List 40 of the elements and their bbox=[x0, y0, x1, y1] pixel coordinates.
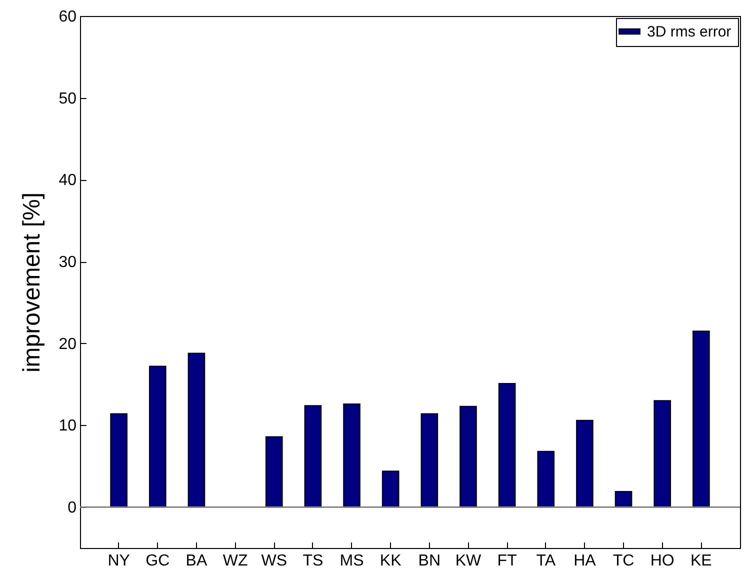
x-tick-label: NY bbox=[108, 552, 130, 570]
bar bbox=[460, 406, 477, 508]
bar bbox=[576, 420, 594, 508]
x-tick-label: HO bbox=[650, 552, 674, 570]
x-tick-label: MS bbox=[340, 552, 364, 570]
bar bbox=[110, 413, 128, 508]
bar bbox=[498, 382, 516, 508]
bar bbox=[148, 366, 166, 508]
x-tick-label: BA bbox=[186, 552, 208, 570]
x-tick-label: KE bbox=[690, 552, 712, 570]
bar bbox=[188, 352, 206, 508]
bar bbox=[304, 405, 322, 508]
legend-label: 3D rms error bbox=[647, 24, 732, 40]
bar bbox=[537, 450, 555, 508]
x-tick-label: HA bbox=[574, 552, 596, 570]
x-tick-label: GC bbox=[146, 552, 170, 570]
x-tick-label: TA bbox=[536, 552, 556, 570]
bar bbox=[654, 400, 672, 508]
x-tick-label: KW bbox=[455, 552, 482, 570]
bar bbox=[692, 330, 710, 508]
x-tick-label: FT bbox=[497, 552, 518, 570]
bar bbox=[265, 436, 283, 508]
bar bbox=[382, 470, 400, 508]
x-tick-label: KK bbox=[380, 552, 402, 570]
y-tick-label: 10 bbox=[58, 418, 77, 435]
y-tick-label: 20 bbox=[58, 336, 77, 353]
y-tick-label: 40 bbox=[58, 172, 77, 190]
y-tick-label: 60 bbox=[58, 8, 77, 26]
x-tick-label: WS bbox=[261, 552, 288, 570]
y-axis-title: improvement [%] bbox=[18, 192, 46, 373]
bar bbox=[420, 413, 438, 508]
y-tick-label: 50 bbox=[58, 90, 77, 108]
x-tick-label: BN bbox=[418, 552, 441, 570]
x-tick-label: WZ bbox=[222, 552, 248, 570]
y-tick-label: 30 bbox=[58, 254, 77, 272]
x-tick-label: TS bbox=[302, 552, 324, 570]
bar bbox=[343, 403, 360, 508]
x-tick-label: TC bbox=[612, 552, 634, 570]
bar bbox=[614, 491, 632, 508]
y-tick-label: 0 bbox=[68, 500, 77, 517]
